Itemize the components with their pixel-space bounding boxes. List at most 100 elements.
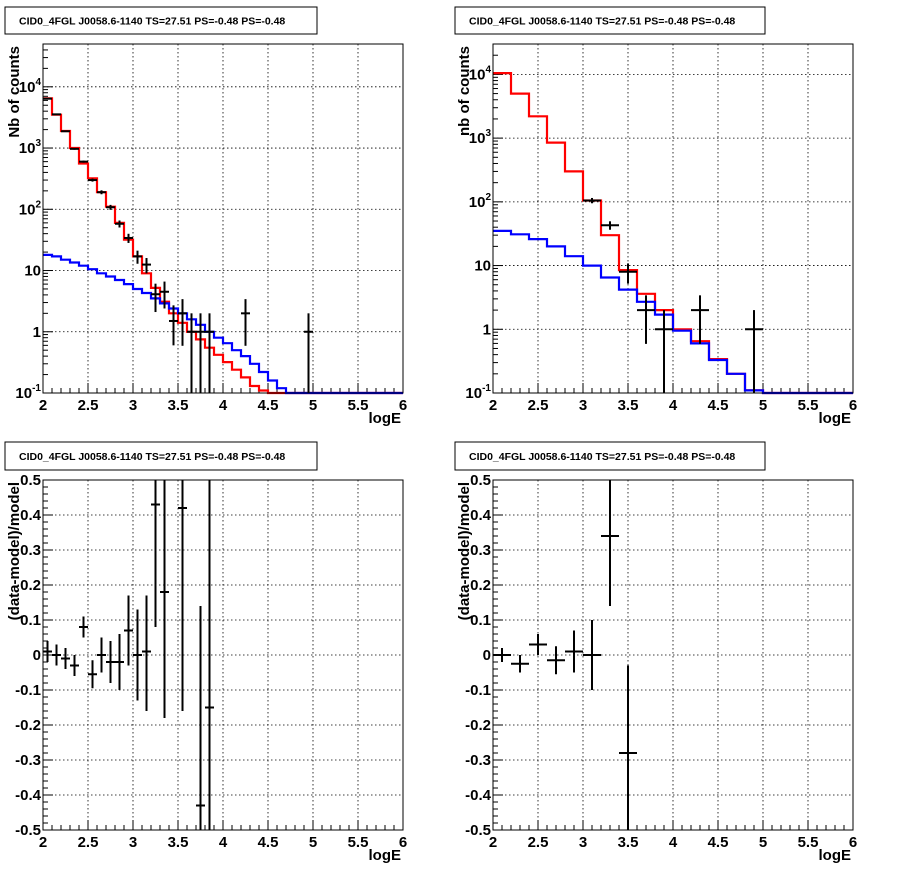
title-box [4, 441, 318, 471]
title-box [454, 441, 766, 471]
y-tick-label: -0.4 [15, 787, 42, 804]
y-tick-label: 10-1 [15, 383, 41, 402]
y-axis-label: Nb of counts [6, 46, 23, 138]
y-axis-label: (data-model)/model [456, 482, 473, 620]
x-tick-label: 5.5 [798, 834, 819, 851]
y-tick-label: 0.3 [470, 542, 491, 559]
tick-base: 10 [465, 385, 482, 402]
x-tick-label: 4 [219, 397, 228, 414]
title-box [454, 6, 766, 35]
x-axis-label: logE [369, 847, 402, 864]
data-point [304, 313, 313, 393]
chart-title: CID0_4FGL J0058.6-1140 TS=27.51 PS=-0.48… [469, 451, 735, 463]
x-tick-label: 2.5 [78, 834, 99, 851]
x-tick-label: 5.5 [348, 834, 369, 851]
y-tick-label: -0.5 [465, 822, 491, 839]
y-tick-label: 1 [483, 321, 491, 338]
y-tick-label: 104 [469, 64, 492, 83]
x-tick-label: 6 [399, 397, 407, 414]
y-tick-label: 102 [19, 199, 42, 218]
chart-title: CID0_4FGL J0058.6-1140 TS=27.51 PS=-0.48… [19, 16, 285, 28]
data-point [70, 655, 79, 676]
data-point [61, 130, 70, 133]
tick-base: 10 [19, 140, 36, 157]
plot-frame [42, 43, 404, 394]
y-tick-label: 0.2 [20, 577, 41, 594]
data-point [619, 263, 637, 284]
data-point [655, 310, 673, 393]
data-point [79, 160, 88, 163]
data-point [133, 609, 142, 701]
data-point [196, 313, 205, 393]
y-tick-label: -0.1 [15, 682, 41, 699]
x-tick-label: 5.5 [348, 397, 369, 414]
x-axis-label: logE [819, 410, 852, 427]
y-tick-label: 0 [483, 647, 491, 664]
x-tick-label: 3.5 [618, 834, 639, 851]
data-point [241, 299, 250, 346]
x-tick-label: 4 [219, 834, 228, 851]
y-tick-label: 0 [33, 647, 41, 664]
y-axis-label: (data-model)/model [6, 482, 23, 620]
data-point [115, 220, 124, 228]
data-point [88, 660, 97, 689]
y-tick-label: 102 [469, 192, 492, 211]
y-tick-label: 103 [19, 138, 42, 157]
data-point [88, 178, 97, 182]
title-box [4, 6, 318, 35]
y-tick-label: -0.3 [15, 752, 41, 769]
plot-frame [492, 479, 854, 831]
tick-base: 10 [19, 201, 36, 218]
x-tick-label: 5 [309, 397, 317, 414]
data-point [97, 637, 106, 673]
x-tick-label: 3 [579, 397, 587, 414]
histogram-series-model-background [493, 229, 853, 395]
x-tick-label: 6 [399, 834, 407, 851]
tick-exponent: 4 [485, 64, 491, 75]
y-tick-label: 0.5 [470, 472, 491, 489]
data-point [583, 197, 601, 204]
y-tick-label: 0.1 [20, 612, 41, 629]
data-point [196, 606, 205, 830]
x-tick-label: 3.5 [168, 397, 189, 414]
data-point [565, 630, 583, 673]
x-tick-label: 2.5 [528, 397, 549, 414]
tick-base: 10 [469, 194, 486, 211]
x-tick-label: 5 [759, 397, 767, 414]
data-point [52, 113, 61, 116]
data-point [601, 221, 619, 230]
y-tick-label: -0.5 [15, 822, 41, 839]
y-tick-label: 0.3 [20, 542, 41, 559]
x-tick-label: 2 [39, 834, 47, 851]
y-tick-label: 103 [469, 128, 492, 147]
chart-panel-2: CID0_4FGL J0058.6-1140 TS=27.51 PS=-0.48… [454, 6, 857, 427]
x-tick-label: 4 [669, 834, 678, 851]
tick-base: 10 [469, 66, 486, 83]
x-axis-label: logE [369, 410, 402, 427]
x-tick-label: 3.5 [618, 397, 639, 414]
x-tick-label: 4.5 [258, 397, 279, 414]
y-tick-label: -0.1 [465, 682, 491, 699]
tick-exponent: 3 [35, 138, 41, 149]
data-point [70, 147, 79, 150]
x-tick-label: 5 [759, 834, 767, 851]
y-tick-label: 0.4 [20, 507, 42, 524]
data-point [79, 616, 88, 638]
data-point [637, 295, 655, 344]
y-tick-label: 104 [19, 77, 42, 96]
y-tick-label: 0.2 [470, 577, 491, 594]
tick-exponent: 2 [485, 192, 491, 203]
tick-exponent: -1 [32, 383, 41, 394]
data-point [97, 190, 106, 195]
y-tick-label: 0.4 [470, 507, 492, 524]
plot-frame [42, 479, 404, 831]
x-tick-label: 2.5 [78, 397, 99, 414]
tick-exponent: 4 [35, 77, 41, 88]
data-point [187, 313, 196, 393]
data-point [52, 644, 61, 666]
data-point [619, 665, 637, 830]
data-point [106, 641, 115, 683]
chart-title: CID0_4FGL J0058.6-1140 TS=27.51 PS=-0.48… [469, 16, 735, 28]
x-tick-label: 4.5 [258, 834, 279, 851]
